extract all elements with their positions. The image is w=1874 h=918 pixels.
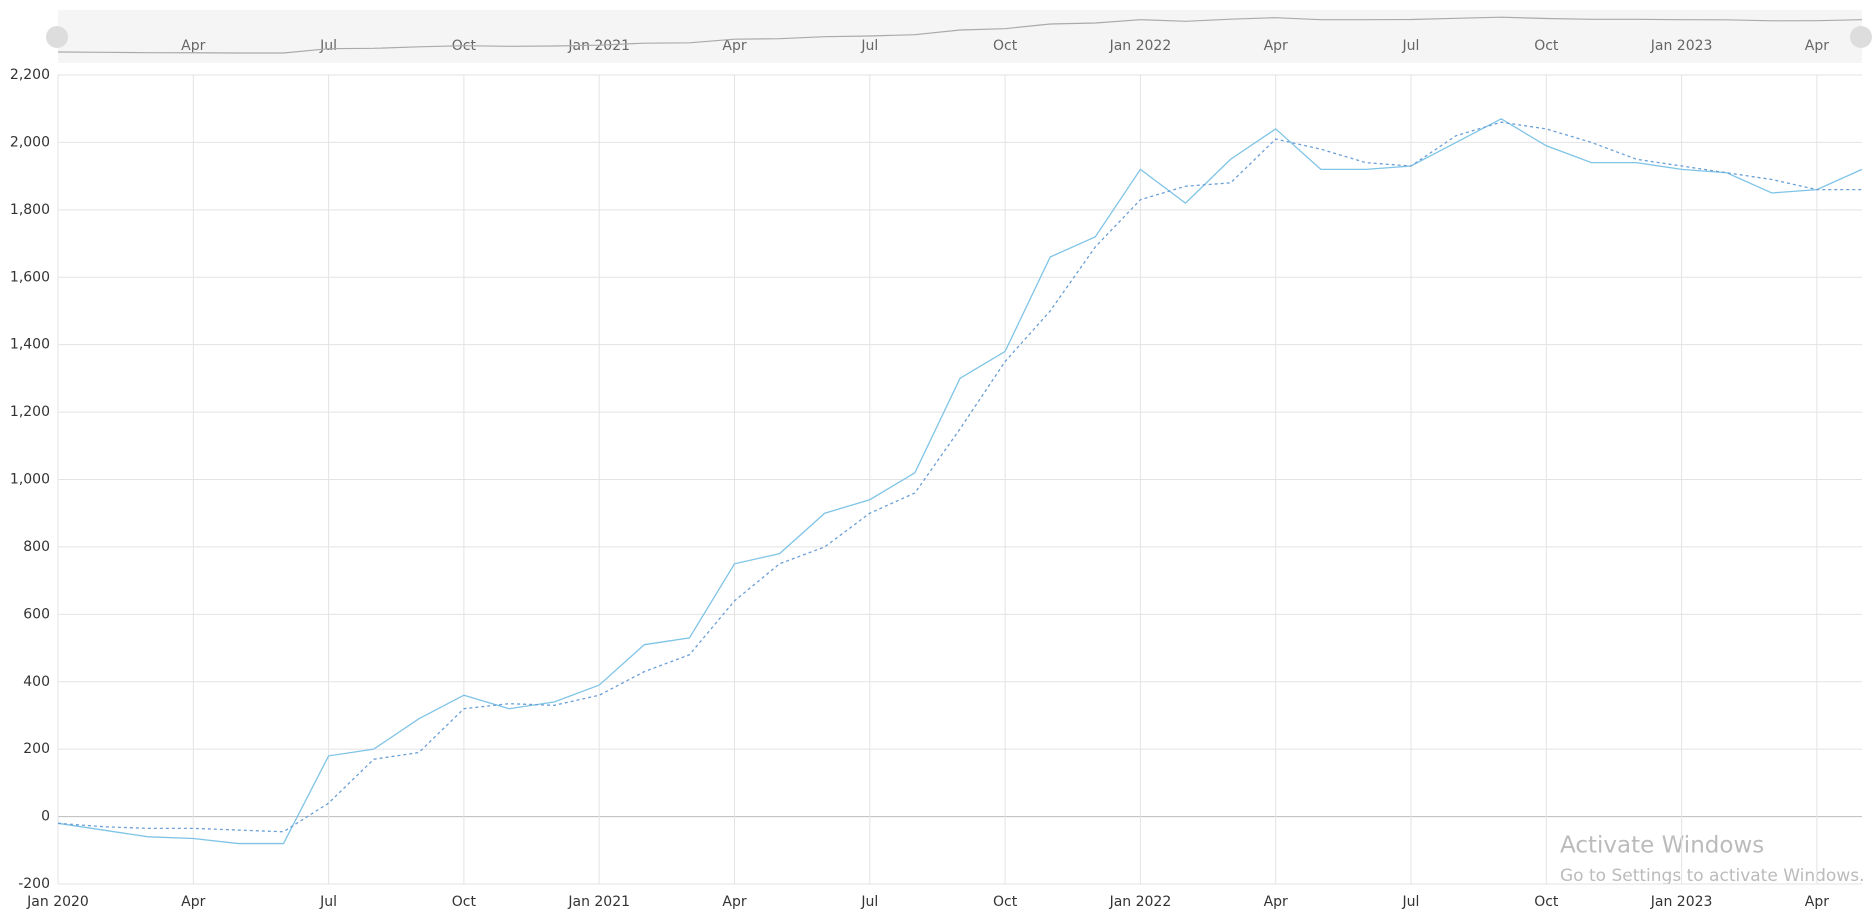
- y-tick-label: 0: [41, 809, 50, 825]
- x-tick-label: Jan 2021: [567, 894, 630, 910]
- y-tick-label: 1,800: [10, 202, 50, 218]
- navigator-label: Apr: [1805, 38, 1829, 54]
- navigator-label: Oct: [993, 38, 1018, 54]
- navigator-label: Apr: [181, 38, 205, 54]
- x-tick-label: Apr: [181, 894, 205, 910]
- x-tick-label: Jul: [860, 894, 878, 910]
- navigator-handle[interactable]: [46, 26, 68, 48]
- navigator-label: Jan 2023: [1650, 38, 1713, 54]
- y-tick-label: 200: [23, 741, 50, 757]
- x-tick-label: Jan 2022: [1109, 894, 1172, 910]
- navigator-label: Jan 2021: [567, 38, 630, 54]
- x-tick-label: Oct: [1534, 894, 1559, 910]
- navigator-handle[interactable]: [1850, 26, 1872, 48]
- x-tick-label: Apr: [1805, 894, 1829, 910]
- navigator-label: Apr: [722, 38, 746, 54]
- x-tick-label: Apr: [722, 894, 746, 910]
- watermark-subtitle: Go to Settings to activate Windows.: [1560, 866, 1865, 886]
- y-tick-label: 400: [23, 674, 50, 690]
- navigator: [58, 10, 1862, 63]
- navigator-label: Jan 2022: [1109, 38, 1172, 54]
- x-tick-label: Jul: [1402, 894, 1420, 910]
- navigator-label: Oct: [1534, 38, 1559, 54]
- series-line: [57, 118, 1863, 845]
- x-tick-label: Jan 2020: [26, 894, 89, 910]
- x-tick-label: Jan 2023: [1650, 894, 1713, 910]
- navigator-label: Jul: [860, 38, 878, 54]
- navigator-label: Apr: [1264, 38, 1288, 54]
- navigator-label: Jul: [319, 38, 337, 54]
- y-tick-label: 600: [23, 606, 50, 622]
- y-tick-label: 800: [23, 539, 50, 555]
- x-tick-label: Oct: [993, 894, 1018, 910]
- navigator-label: Jul: [1402, 38, 1420, 54]
- y-tick-label: -200: [18, 876, 50, 892]
- x-tick-label: Oct: [452, 894, 477, 910]
- y-tick-label: 1,600: [10, 269, 50, 285]
- y-tick-label: 1,400: [10, 337, 50, 353]
- x-tick-label: Apr: [1264, 894, 1288, 910]
- watermark-title: Activate Windows: [1560, 833, 1764, 859]
- y-tick-label: 1,000: [10, 472, 50, 488]
- series-line: [57, 121, 1862, 833]
- y-tick-label: 2,000: [10, 134, 50, 150]
- x-tick-label: Jul: [319, 894, 337, 910]
- y-tick-label: 2,200: [10, 67, 50, 83]
- navigator-line: [57, 16, 1863, 54]
- y-tick-label: 1,200: [10, 404, 50, 420]
